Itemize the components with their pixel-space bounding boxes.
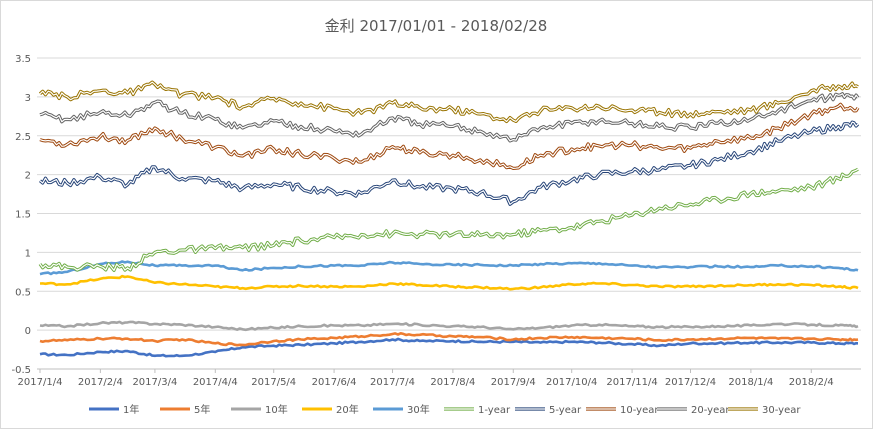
legend-label: 30-year [762, 405, 801, 416]
x-tick-label: 2017/5/4 [251, 377, 296, 388]
legend-item: 5-year [515, 405, 582, 416]
legend-label: 1-year [478, 405, 511, 416]
series-line-20-year [39, 92, 860, 143]
x-tick-label: 2018/2/4 [789, 377, 834, 388]
x-tick-label: 2017/12/4 [665, 377, 716, 388]
y-tick-label: 3 [25, 93, 31, 104]
legend-label: 10年 [265, 403, 288, 416]
series-outline-core [39, 168, 859, 271]
y-tick-label: 0.5 [15, 287, 31, 298]
legend-label: 30年 [407, 403, 430, 416]
legend-item: 30年 [373, 403, 430, 416]
series-path [39, 320, 859, 332]
legend-item: 1-year [444, 405, 511, 416]
series-line-5年 [39, 332, 859, 347]
legend-item: 10-year [586, 405, 659, 416]
series-outline-core [39, 103, 859, 169]
series-outline [38, 120, 860, 206]
legend-label: 20年 [336, 403, 359, 416]
x-tick-label: 2017/3/4 [132, 377, 177, 388]
x-tick-label: 2017/9/4 [491, 377, 536, 388]
legend-item: 30-year [728, 405, 801, 416]
legend: 1年 5年 10年 20年 30年 1-year 5-year 10-year 20-year 3… [89, 403, 801, 416]
series-outline-core [39, 121, 859, 205]
y-tick-label: 2 [25, 171, 31, 182]
x-axis-ticks: 2017/1/4 2017/2/4 2017/3/4 2017/4/4 2017/5/4… [18, 368, 861, 388]
y-tick-label: 1.5 [15, 210, 31, 221]
x-tick-label: 2017/8/4 [430, 377, 475, 388]
series-path [39, 337, 858, 358]
series-line-10-year [39, 102, 860, 170]
legend-label: 5年 [194, 403, 210, 416]
series-line-30-year [38, 80, 859, 124]
x-tick-label: 2017/10/4 [546, 377, 597, 388]
series-line-1-year [38, 167, 859, 272]
legend-label: 10-year [620, 405, 659, 416]
legend-item: 10年 [231, 403, 288, 416]
series-line-1年 [39, 337, 858, 358]
y-axis-ticks: -0.5 0 0.5 1 1.5 2 2.5 3 3.5 [11, 54, 31, 376]
series-outline-core [39, 81, 859, 123]
legend-item: 1年 [89, 403, 139, 416]
series-path [39, 274, 859, 291]
series-outline-core [39, 93, 859, 142]
legend-item: 20-year [657, 405, 730, 416]
series-lines [38, 80, 860, 358]
series-line-5-year [38, 120, 860, 206]
x-tick-label: 2017/6/4 [312, 377, 357, 388]
x-tick-label: 2017/4/4 [193, 377, 238, 388]
x-tick-label: 2018/1/4 [728, 377, 773, 388]
series-outline [38, 167, 859, 272]
y-tick-label: 0 [25, 326, 31, 337]
legend-label: 5-year [549, 405, 582, 416]
series-line-10年 [39, 320, 859, 332]
chart-title: 金利 2017/01/01 - 2018/02/28 [325, 17, 548, 35]
y-tick-label: 3.5 [15, 54, 31, 65]
legend-label: 20-year [691, 405, 730, 416]
legend-item: 20年 [302, 403, 359, 416]
x-tick-label: 2017/2/4 [78, 377, 123, 388]
series-line-20年 [39, 274, 859, 291]
legend-label: 1年 [123, 403, 139, 416]
series-outline [39, 102, 860, 170]
series-line-30年 [39, 260, 859, 276]
x-tick-label: 2017/11/4 [606, 377, 657, 388]
series-path [39, 260, 859, 276]
series-outline [39, 92, 860, 143]
y-tick-label: -0.5 [11, 365, 31, 376]
x-tick-label: 2017/1/4 [18, 377, 63, 388]
y-tick-label: 1 [25, 248, 31, 259]
y-tick-label: 2.5 [15, 132, 31, 143]
legend-item: 5年 [160, 403, 210, 416]
x-tick-label: 2017/7/4 [370, 377, 415, 388]
series-path [39, 332, 859, 347]
